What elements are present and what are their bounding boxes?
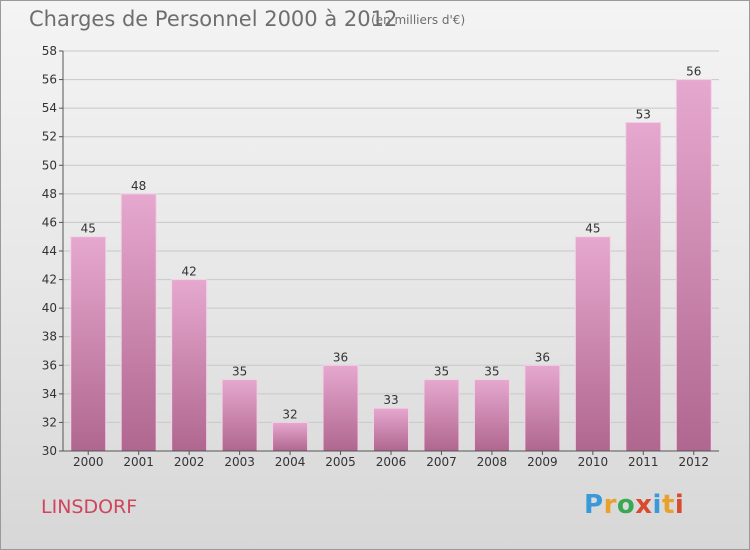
x-tick-label: 2010 bbox=[578, 455, 609, 469]
y-tick-label: 40 bbox=[42, 301, 57, 315]
brand-letter: t bbox=[661, 490, 675, 520]
bar-value-label: 35 bbox=[484, 365, 499, 379]
bar-value-label: 53 bbox=[636, 107, 651, 121]
chart-subtitle: (en milliers d'€) bbox=[371, 13, 466, 27]
x-tick-label: 2002 bbox=[174, 455, 205, 469]
x-tick-label: 2012 bbox=[678, 455, 709, 469]
y-tick-label: 32 bbox=[42, 415, 57, 429]
bar-value-label: 32 bbox=[282, 407, 297, 421]
y-tick-label: 38 bbox=[42, 330, 57, 344]
chart-title: Charges de Personnel 2000 à 2012 bbox=[29, 7, 398, 31]
y-tick-label: 44 bbox=[42, 244, 57, 258]
bar-value-label: 35 bbox=[434, 365, 449, 379]
bar-value-label: 42 bbox=[182, 265, 197, 279]
bar-value-label: 33 bbox=[383, 393, 398, 407]
bar bbox=[524, 364, 561, 452]
bar-value-label: 36 bbox=[333, 350, 348, 364]
grid-lines bbox=[63, 50, 719, 452]
brand-letter: x bbox=[635, 490, 653, 520]
x-tick-label: 2003 bbox=[224, 455, 255, 469]
proxiti-logo: Proxiti bbox=[584, 490, 684, 520]
bar-value-label: 45 bbox=[81, 222, 96, 236]
bar bbox=[322, 364, 359, 452]
bar bbox=[171, 279, 208, 452]
x-tick-label: 2006 bbox=[376, 455, 407, 469]
y-tick-label: 42 bbox=[42, 273, 57, 287]
y-tick-label: 34 bbox=[42, 387, 57, 401]
y-tick-label: 30 bbox=[42, 444, 57, 458]
bars bbox=[70, 79, 712, 452]
brand-letter: i bbox=[652, 490, 662, 520]
bar bbox=[221, 379, 258, 452]
x-tick-label: 2000 bbox=[73, 455, 104, 469]
bar bbox=[473, 379, 510, 452]
brand-letter: i bbox=[674, 490, 685, 520]
bar bbox=[625, 121, 662, 452]
bar-value-label: 45 bbox=[585, 222, 600, 236]
x-tick-label: 2009 bbox=[527, 455, 558, 469]
labels: 30 32 34 36 38 40 42 44 46 48 50 52 54 56 58 45 2000 48 20… bbox=[42, 44, 709, 469]
bar bbox=[574, 236, 611, 452]
y-tick-label: 58 bbox=[42, 44, 57, 58]
x-tick-label: 2007 bbox=[426, 455, 457, 469]
bar bbox=[423, 379, 460, 452]
bar-value-label: 36 bbox=[535, 350, 550, 364]
commune-name: LINSDORF bbox=[41, 496, 138, 518]
x-tick-label: 2005 bbox=[325, 455, 356, 469]
bar-value-label: 35 bbox=[232, 365, 247, 379]
x-tick-label: 2004 bbox=[275, 455, 306, 469]
bar bbox=[70, 236, 107, 452]
brand-letter: o bbox=[616, 490, 636, 520]
bar bbox=[272, 421, 309, 452]
x-tick-label: 2001 bbox=[123, 455, 154, 469]
y-tick-label: 46 bbox=[42, 215, 57, 229]
y-tick-label: 56 bbox=[42, 73, 57, 87]
x-tick-label: 2008 bbox=[477, 455, 508, 469]
bar-value-label: 48 bbox=[131, 179, 146, 193]
bar-value-label: 56 bbox=[686, 65, 701, 79]
y-tick-label: 52 bbox=[42, 130, 57, 144]
y-tick-label: 54 bbox=[42, 101, 57, 115]
y-tick-label: 36 bbox=[42, 358, 57, 372]
brand-letter: P bbox=[584, 490, 604, 520]
brand-letter: r bbox=[603, 490, 617, 520]
x-tick-label: 2011 bbox=[628, 455, 659, 469]
bar bbox=[120, 193, 157, 452]
bar bbox=[675, 79, 712, 452]
y-tick-label: 48 bbox=[42, 187, 57, 201]
axes bbox=[59, 50, 719, 455]
y-tick-label: 50 bbox=[42, 158, 57, 172]
bar bbox=[373, 407, 409, 452]
